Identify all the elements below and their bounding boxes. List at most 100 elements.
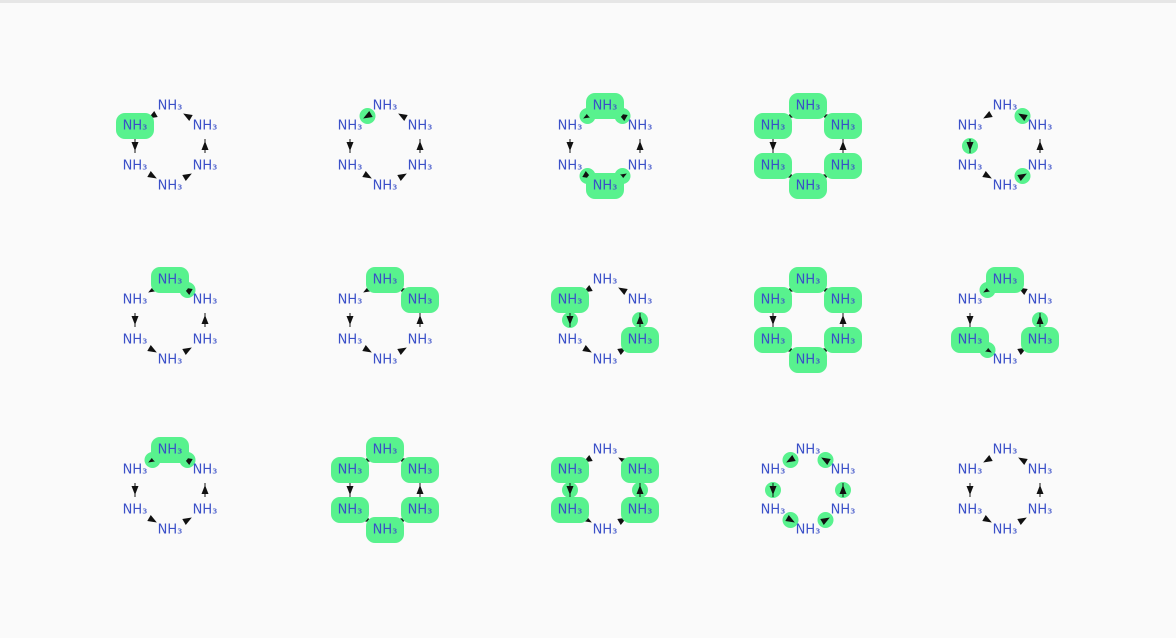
atom-label: NH₃	[958, 119, 983, 134]
atom-highlight	[824, 287, 862, 313]
atom-highlight	[789, 93, 827, 119]
bond-arrow	[1017, 517, 1027, 526]
atom-highlight	[366, 267, 404, 293]
atom-label: NH₃	[193, 503, 218, 518]
atom-label: NH₃	[796, 179, 821, 194]
atom-label: NH₃	[408, 293, 433, 308]
atom-label: NH₃	[158, 523, 183, 538]
atom-label: NH₃	[373, 179, 398, 194]
atom-highlight	[1021, 327, 1059, 353]
atom-label: NH₃	[123, 503, 148, 518]
atom-label: NH₃	[958, 503, 983, 518]
structure: NH₃ NH₃ NH₃ NH₃ NH₃ NH₃	[754, 267, 862, 373]
atom-label: NH₃	[1028, 159, 1053, 174]
atom-label: NH₃	[831, 159, 856, 174]
atom-label: NH₃	[831, 503, 856, 518]
atom-label: NH₃	[993, 273, 1018, 288]
atom-label: NH₃	[158, 443, 183, 458]
bond-arrow	[1018, 113, 1028, 122]
structure: NH₃ NH₃ NH₃ NH₃ NH₃ NH₃	[958, 443, 1053, 538]
atom-highlight	[754, 153, 792, 179]
atom-label: NH₃	[408, 463, 433, 478]
bond-arrow	[363, 110, 373, 119]
atom-label: NH₃	[158, 353, 183, 368]
atom-highlight	[754, 113, 792, 139]
atom-highlight	[824, 327, 862, 353]
bond-arrow	[983, 454, 993, 463]
atom-label: NH₃	[373, 523, 398, 538]
bond-arrow	[362, 344, 372, 353]
atom-label: NH₃	[123, 333, 148, 348]
atom-label: NH₃	[993, 523, 1018, 538]
atom-highlight	[151, 267, 189, 293]
atom-label: NH₃	[831, 293, 856, 308]
structures: NH₃ NH₃ NH₃ NH₃ NH₃ NH₃ NH₃ NH₃ NH₃ NH₃ NH₃ NH₃ NH₃ N…	[116, 93, 1059, 543]
atom-highlight	[621, 497, 659, 523]
atom-highlight	[366, 437, 404, 463]
bond-arrow	[183, 113, 193, 122]
bond-arrow	[147, 514, 157, 523]
atom-label: NH₃	[593, 99, 618, 114]
atom-label: NH₃	[558, 333, 583, 348]
bond-arrow	[1017, 173, 1027, 182]
atom-label: NH₃	[831, 333, 856, 348]
atom-label: NH₃	[123, 119, 148, 134]
atom-label: NH₃	[593, 523, 618, 538]
bond-arrow	[820, 517, 830, 526]
atom-label: NH₃	[373, 273, 398, 288]
atom-label: NH₃	[193, 159, 218, 174]
bond-arrow	[398, 113, 408, 122]
atom-label: NH₃	[796, 353, 821, 368]
atom-label: NH₃	[628, 333, 653, 348]
bond-arrow	[1018, 457, 1028, 466]
structure: NH₃ NH₃ NH₃ NH₃ NH₃ NH₃	[338, 267, 439, 368]
structure: NH₃ NH₃ NH₃ NH₃ NH₃ NH₃	[123, 437, 218, 538]
structure: NH₃ NH₃ NH₃ NH₃ NH₃ NH₃	[558, 93, 653, 199]
atom-label: NH₃	[558, 463, 583, 478]
atom-highlight	[401, 457, 439, 483]
atom-highlight	[116, 113, 154, 139]
atom-label: NH₃	[158, 179, 183, 194]
atom-label: NH₃	[628, 119, 653, 134]
atom-label: NH₃	[993, 179, 1018, 194]
atom-highlight	[331, 497, 369, 523]
bond-arrow	[821, 457, 831, 466]
atom-highlight	[401, 287, 439, 313]
bond-arrow	[182, 347, 192, 356]
atom-highlight	[366, 517, 404, 543]
atom-label: NH₃	[338, 119, 363, 134]
atom-label: NH₃	[408, 119, 433, 134]
structure: NH₃ NH₃ NH₃ NH₃ NH₃ NH₃	[338, 99, 433, 194]
atom-label: NH₃	[761, 293, 786, 308]
bond-arrow	[618, 287, 628, 296]
structure: NH₃ NH₃ NH₃ NH₃ NH₃ NH₃	[958, 99, 1053, 194]
atom-highlight	[621, 327, 659, 353]
atom-label: NH₃	[408, 333, 433, 348]
bond-arrow	[147, 344, 157, 353]
atom-label: NH₃	[796, 523, 821, 538]
bond-arrow	[786, 454, 796, 463]
atom-label: NH₃	[338, 159, 363, 174]
atom-label: NH₃	[993, 443, 1018, 458]
atom-label: NH₃	[338, 293, 363, 308]
atom-highlight	[789, 347, 827, 373]
atom-highlight	[401, 497, 439, 523]
atom-highlight	[789, 267, 827, 293]
structure: NH₃ NH₃ NH₃ NH₃ NH₃ NH₃	[951, 267, 1059, 368]
top-shadow	[0, 0, 1176, 3]
atom-label: NH₃	[373, 443, 398, 458]
bond-arrow	[182, 173, 192, 182]
atom-label: NH₃	[558, 503, 583, 518]
atom-label: NH₃	[593, 273, 618, 288]
atom-highlight	[824, 153, 862, 179]
atom-label: NH₃	[1028, 293, 1053, 308]
bond-arrow	[147, 170, 157, 179]
structure: NH₃ NH₃ NH₃ NH₃ NH₃ NH₃	[551, 273, 659, 368]
atom-highlight	[151, 437, 189, 463]
atom-label: NH₃	[338, 333, 363, 348]
atom-label: NH₃	[1028, 463, 1053, 478]
structure: NH₃ NH₃ NH₃ NH₃ NH₃ NH₃	[754, 93, 862, 199]
structure: NH₃ NH₃ NH₃ NH₃ NH₃ NH₃	[331, 437, 439, 543]
atom-label: NH₃	[958, 293, 983, 308]
